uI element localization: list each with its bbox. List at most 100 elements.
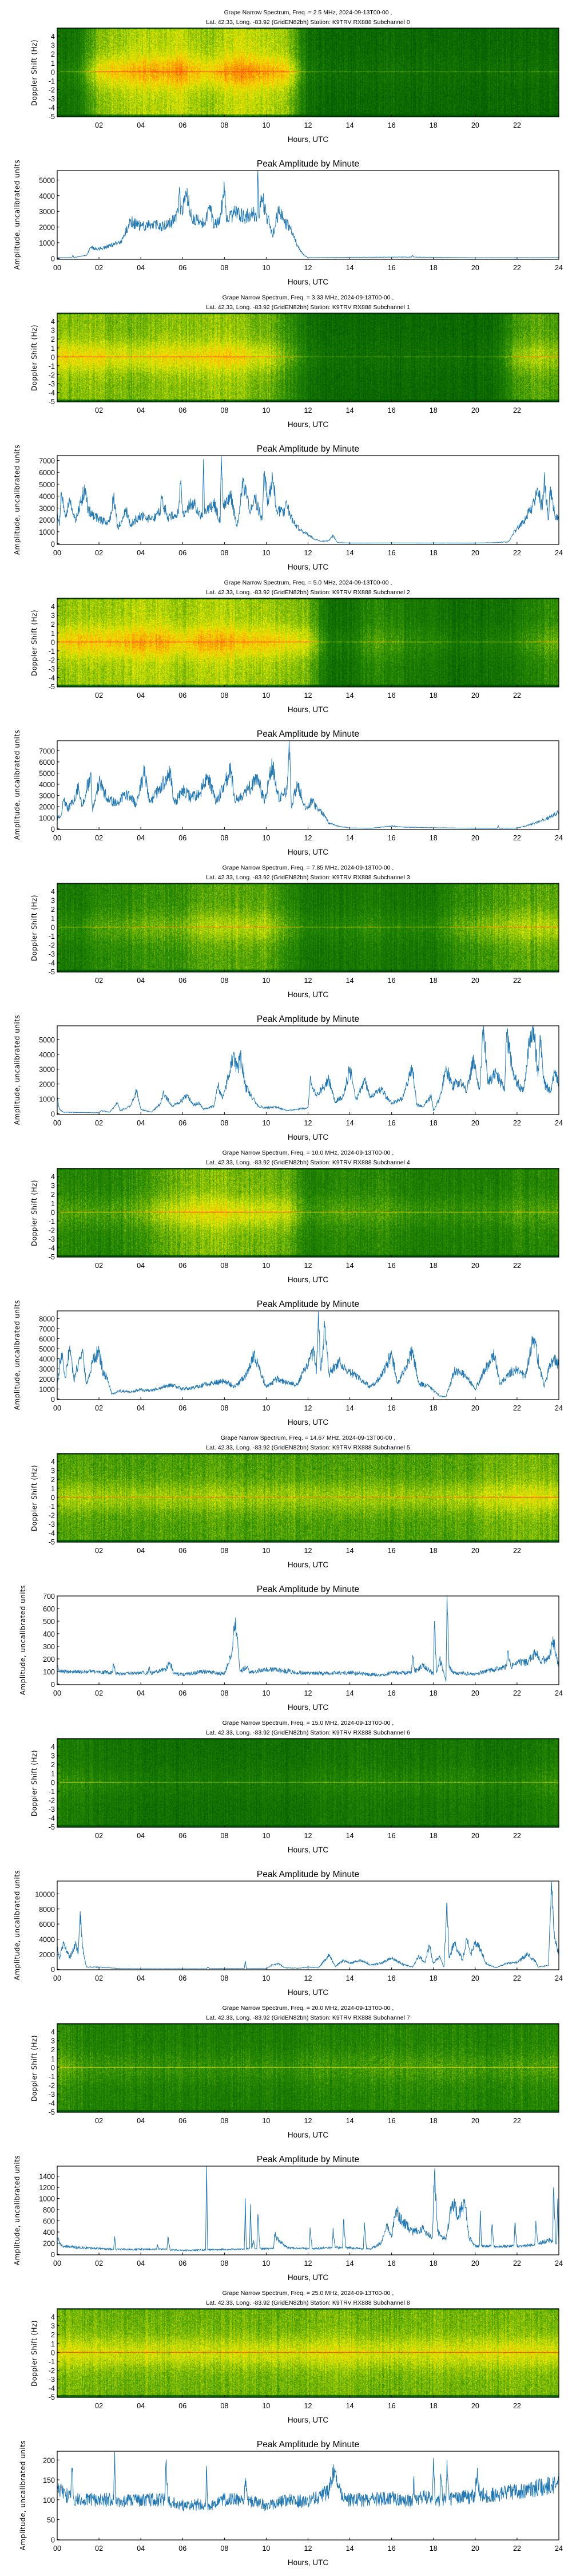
line-chart-x-label: Hours, UTC: [288, 2558, 329, 2567]
x-tick-label: 08: [220, 2545, 228, 2553]
y-tick-label: 6000: [39, 469, 55, 477]
x-tick-label: 10: [262, 1832, 270, 1840]
x-tick-label: 02: [95, 121, 103, 129]
x-tick-label: 16: [388, 1262, 396, 1270]
y-tick-label: 1000: [39, 814, 55, 822]
line-chart-x-label: Hours, UTC: [288, 848, 329, 856]
y-tick-label: 2: [51, 335, 55, 343]
grape-panel: Grape Narrow Spectrum, Freq. = 15.0 MHz,…: [0, 1710, 572, 1997]
x-tick-label: 00: [53, 1119, 61, 1127]
spectrogram-y-label: Doppler Shift (Hz): [30, 610, 38, 676]
y-tick-label: 4000: [39, 1051, 55, 1059]
x-tick-label: 22: [513, 834, 521, 842]
line-chart-title: Peak Amplitude by Minute: [257, 159, 359, 169]
x-tick-label: 04: [137, 1547, 145, 1555]
x-tick-label: 20: [471, 1119, 479, 1127]
grape-panel: Grape Narrow Spectrum, Freq. = 7.85 MHz,…: [0, 855, 572, 1141]
y-tick-label: -4: [49, 104, 55, 112]
x-tick-label: 16: [388, 121, 396, 129]
y-tick-label: 2: [51, 906, 55, 914]
x-tick-label: 24: [555, 1974, 563, 1982]
x-tick-label: 04: [137, 2117, 145, 2125]
spectrogram-title-line2: Lat. 42.33, Long. -83.92 (GridEN82bh) St…: [206, 19, 410, 26]
x-tick-label: 20: [471, 1404, 479, 1412]
x-tick-label: 12: [304, 2259, 312, 2267]
x-tick-label: 02: [95, 977, 103, 985]
x-tick-label: 24: [555, 1404, 563, 1412]
x-tick-label: 18: [430, 264, 438, 272]
x-tick-label: 06: [178, 2117, 186, 2125]
x-tick-label: 06: [178, 692, 186, 700]
x-tick-label: 02: [95, 2402, 103, 2410]
y-tick-label: 1000: [39, 1385, 55, 1393]
y-tick-label: 2000: [39, 1081, 55, 1089]
spectrogram-y-label: Doppler Shift (Hz): [30, 2035, 38, 2101]
x-tick-label: 00: [53, 1404, 61, 1412]
y-tick-label: 6000: [39, 1921, 55, 1929]
y-tick-label: -3: [49, 2376, 55, 2384]
y-tick-label: -1: [49, 2358, 55, 2366]
y-tick-label: 2: [51, 1476, 55, 1484]
x-tick-label: 02: [95, 1832, 103, 1840]
x-tick-label: 06: [178, 1832, 186, 1840]
y-tick-label: -1: [49, 1503, 55, 1511]
spectrogram-frame: [57, 1168, 559, 1258]
y-tick-label: -5: [49, 968, 55, 976]
y-tick-label: 4: [51, 2028, 55, 2036]
y-tick-label: 2000: [39, 1951, 55, 1959]
y-tick-label: 0: [51, 1779, 55, 1787]
x-tick-label: 04: [137, 834, 145, 842]
y-tick-label: 600: [43, 2218, 55, 2226]
x-tick-label: 24: [555, 1119, 563, 1127]
x-tick-label: 22: [513, 2545, 521, 2553]
y-tick-label: -5: [49, 2108, 55, 2116]
x-tick-label: 00: [53, 2545, 61, 2553]
y-tick-label: 1000: [39, 528, 55, 536]
x-tick-label: 14: [346, 121, 354, 129]
panel-axes: Grape Narrow Spectrum, Freq. = 20.0 MHz,…: [13, 2005, 563, 2282]
y-tick-label: 2000: [39, 224, 55, 232]
y-tick-label: -2: [49, 1226, 55, 1234]
y-tick-label: 0: [51, 540, 55, 548]
y-tick-label: 1: [51, 915, 55, 923]
x-tick-label: 02: [95, 2259, 103, 2267]
x-tick-label: 14: [346, 1262, 354, 1270]
x-tick-label: 18: [430, 1262, 438, 1270]
x-tick-label: 12: [304, 692, 312, 700]
x-tick-label: 02: [95, 1404, 103, 1412]
y-tick-label: -3: [49, 1520, 55, 1528]
x-tick-label: 08: [220, 692, 228, 700]
line-chart-y-label: Amplitude, uncalibrated units: [13, 1015, 21, 1125]
x-tick-label: 12: [304, 1832, 312, 1840]
x-tick-label: 16: [388, 406, 396, 414]
x-tick-label: 06: [178, 1974, 186, 1982]
spectrogram-heatmap: [57, 2309, 559, 2397]
y-tick-label: 4000: [39, 1935, 55, 1943]
x-tick-label: 18: [430, 1832, 438, 1840]
x-tick-label: 02: [95, 1974, 103, 1982]
y-tick-label: -2: [49, 941, 55, 949]
y-tick-label: 4000: [39, 493, 55, 501]
y-tick-label: -4: [49, 1530, 55, 1538]
y-tick-label: 100: [43, 1668, 55, 1676]
y-tick-label: 100: [43, 2496, 55, 2504]
panel-axes: Grape Narrow Spectrum, Freq. = 15.0 MHz,…: [13, 1720, 563, 1997]
x-tick-label: 20: [471, 2117, 479, 2125]
y-tick-label: 3: [51, 327, 55, 335]
x-tick-label: 14: [346, 2117, 354, 2125]
x-tick-label: 14: [346, 1832, 354, 1840]
x-tick-label: 00: [53, 1689, 61, 1697]
x-tick-label: 22: [513, 1404, 521, 1412]
y-tick-label: 4: [51, 1458, 55, 1466]
spectrogram-title-line2: Lat. 42.33, Long. -83.92 (GridEN82bh) St…: [206, 874, 410, 881]
y-tick-label: 0: [51, 68, 55, 76]
x-tick-label: 04: [137, 977, 145, 985]
y-tick-label: 1: [51, 60, 55, 68]
y-tick-label: 4: [51, 318, 55, 326]
y-tick-label: 3: [51, 42, 55, 50]
spectrogram-x-label: Hours, UTC: [288, 2416, 329, 2424]
line-chart-frame: [57, 2451, 559, 2541]
spectrogram-heatmap: [57, 883, 559, 972]
x-tick-label: 10: [262, 549, 270, 557]
x-tick-label: 18: [430, 2545, 438, 2553]
